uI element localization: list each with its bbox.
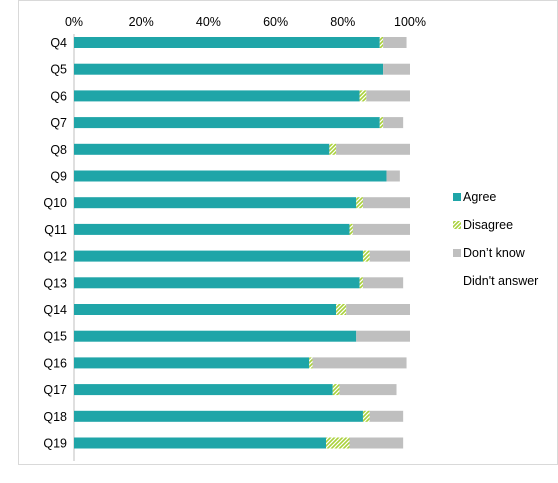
bar-segment-disagree [359,277,363,289]
bar-segment-agree [74,250,363,262]
bar-segment-agree [74,143,330,155]
category-label: Q15 [43,330,67,344]
bar-segment-agree [74,63,384,75]
bar-segment-didn-t-answer [403,117,410,129]
bar-segment-didn-t-answer [403,410,410,422]
bar-segment-don-t-know [369,410,404,422]
category-label: Q12 [43,250,67,264]
bar-segment-don-t-know [346,304,410,315]
bar-segment-disagree [332,384,340,396]
category-label: Q8 [50,143,67,157]
bar-segment-don-t-know [339,384,397,396]
bar-segment-didn-t-answer [403,437,410,449]
bar-segment-agree [74,304,337,315]
bar-segment-don-t-know [383,63,410,75]
bar-segment-disagree [329,143,337,155]
bar-segment-disagree [336,304,347,315]
legend-swatch [453,221,461,229]
bar-segment-don-t-know [336,143,410,155]
category-label: Q10 [43,196,67,210]
bar-segment-don-t-know [362,277,404,289]
x-tick-label: 20% [129,15,154,29]
legend-label: Didn't answer [463,274,538,288]
category-label: Q9 [50,170,67,184]
bar-segment-disagree [326,437,350,449]
category-label: Q5 [50,63,67,77]
category-label: Q14 [43,303,67,317]
bar-segment-agree [74,197,357,209]
bar-segment-disagree [359,90,367,102]
bar-segment-disagree [362,250,370,262]
bar-segment-don-t-know [383,117,404,129]
bar-segment-disagree [356,197,363,209]
bar-segment-agree [74,437,326,449]
bar-segment-don-t-know [349,437,404,449]
category-label: Q17 [43,383,67,397]
bar-segment-disagree [349,223,353,235]
bar-segment-agree [74,117,380,129]
bar-segment-don-t-know [362,197,410,209]
legend-label: Agree [463,190,496,204]
x-tick-label: 60% [263,15,288,29]
bar-segment-don-t-know [366,90,410,102]
x-tick-label: 40% [196,15,221,29]
category-label: Q13 [43,276,67,290]
bar-segment-agree [74,223,350,235]
bar-segment-didn-t-answer [399,170,410,182]
bar-segment-agree [74,90,360,102]
bar-segment-disagree [309,357,313,369]
bar-segment-don-t-know [356,330,410,342]
plot-area: 0% 20% 40% 60% 80% 100% Q4 Q5 Q6 Q7 Q8 Q9 Q10 Q11 Q12 Q… [43,15,426,461]
bar-segment-agree [74,330,357,342]
bar-segment-agree [74,37,380,48]
bar-segment-don-t-know [312,357,407,369]
category-label: Q18 [43,410,67,424]
bar-segment-didn-t-answer [406,37,410,48]
legend-label: Don’t know [463,246,526,260]
bar-segment-don-t-know [386,170,400,182]
category-label: Q16 [43,356,67,370]
bar-segment-agree [74,384,333,396]
x-tick-label: 100% [394,15,426,29]
category-label: Q7 [50,116,67,130]
bar-segment-agree [74,277,360,289]
bar-segment-agree [74,170,387,182]
category-label: Q11 [44,223,67,237]
bar-segment-don-t-know [383,37,407,48]
bar-segment-disagree [362,410,370,422]
bar-segment-disagree [379,37,384,48]
x-tick-label: 80% [330,15,355,29]
bar-segment-don-t-know [369,250,410,262]
bar-segment-didn-t-answer [396,384,410,396]
bar-segment-don-t-know [352,223,410,235]
bar-segment-disagree [379,117,384,129]
category-label: Q4 [50,36,67,50]
legend-swatch [453,193,461,201]
legend-label: Disagree [463,218,513,232]
legend-swatch [453,249,461,257]
category-label: Q6 [50,89,67,103]
chart-area: 0% 20% 40% 60% 80% 100% Q4 Q5 Q6 Q7 Q8 Q9 Q10 Q11 Q12 Q… [18,0,558,465]
stacked-bar-chart: 0% 20% 40% 60% 80% 100% Q4 Q5 Q6 Q7 Q8 Q9 Q10 Q11 Q12 Q… [43,15,538,461]
bar-segment-agree [74,357,310,369]
bar-segment-agree [74,410,363,422]
legend: Agree Disagree Don’t know Didn't answer [453,190,538,288]
x-tick-label: 0% [65,15,83,29]
bar-segment-didn-t-answer [406,357,410,369]
category-label: Q19 [43,437,67,451]
bar-segment-didn-t-answer [403,277,410,289]
